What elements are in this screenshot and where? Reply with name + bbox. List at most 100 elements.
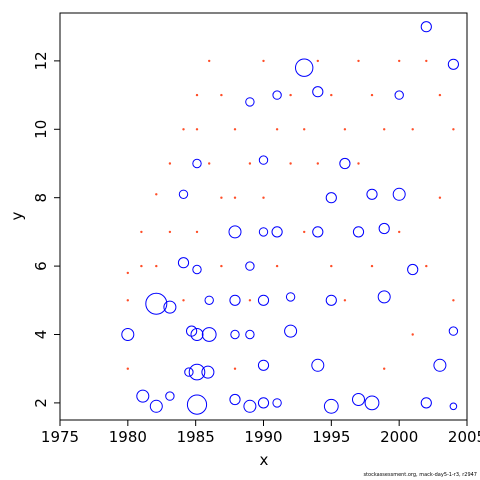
positive-residual-point (312, 86, 324, 98)
positive-residual-point (228, 225, 242, 239)
source-note: stockassessment.org, mack-day5-1-r3, r29… (363, 472, 477, 478)
positive-residual-point (271, 226, 283, 238)
negative-residual-point (343, 299, 347, 302)
y-tick-label: 8 (32, 193, 50, 203)
negative-residual-point (303, 230, 306, 234)
negative-residual-point (316, 59, 319, 63)
negative-residual-point (398, 230, 401, 234)
positive-residual-point (257, 359, 270, 371)
plot-frame (59, 12, 468, 421)
positive-residual-point (449, 402, 458, 411)
positive-residual-point (229, 393, 241, 406)
negative-residual-point (262, 196, 265, 199)
negative-residual-point (248, 162, 252, 165)
positive-residual-point (245, 261, 255, 271)
positive-residual-point (145, 292, 168, 315)
negative-residual-point (438, 196, 442, 199)
positive-residual-point (433, 358, 447, 372)
positive-residual-point (311, 358, 325, 372)
negative-residual-point (370, 93, 374, 97)
negative-residual-point (425, 59, 428, 63)
negative-residual-point (233, 367, 237, 370)
positive-residual-point (420, 21, 432, 33)
negative-residual-point (195, 230, 199, 234)
negative-residual-point (425, 264, 428, 268)
positive-residual-point (325, 192, 337, 204)
negative-residual-point (155, 264, 158, 268)
negative-residual-point (155, 193, 158, 196)
positive-residual-point (364, 395, 380, 411)
positive-residual-point (323, 398, 339, 414)
x-axis: 1975 1980 1985 1990 1995 2000 2005 (41, 420, 480, 446)
negative-residual-point (438, 93, 442, 97)
positive-residual-point (312, 226, 324, 238)
negative-residual-point (275, 264, 279, 268)
positive-residual-point (448, 326, 459, 336)
positive-residual-point (204, 295, 214, 305)
x-tick-label: 2005 (448, 428, 480, 446)
positive-residual-point (339, 157, 351, 170)
negative-residual-point (330, 264, 333, 268)
positive-residual-point (272, 398, 282, 408)
y-axis: 2 4 6 8 10 12 (32, 51, 60, 408)
negative-residual-point (168, 162, 172, 165)
positive-residual-point (258, 155, 269, 165)
positive-residual-point (201, 365, 215, 379)
negative-residual-point (182, 299, 185, 302)
negative-residual-point (126, 299, 129, 302)
positive-residual-point (447, 58, 459, 70)
positive-residual-point (245, 329, 255, 340)
positive-residual-point (272, 90, 282, 100)
negative-residual-point (357, 162, 360, 165)
y-tick-label: 6 (32, 261, 50, 271)
negative-residual-point (233, 128, 237, 131)
positive-residual-point (201, 327, 217, 342)
negative-residual-point (126, 271, 129, 275)
negative-residual-point (398, 59, 401, 63)
negative-residual-point (383, 128, 386, 131)
negative-residual-point (383, 367, 386, 370)
positive-residual-point (149, 399, 163, 413)
positive-residual-point (352, 393, 365, 406)
negative-residual-point (208, 59, 211, 63)
negative-residual-point (168, 230, 172, 234)
negative-residual-point (289, 162, 292, 165)
negative-residual-point (126, 367, 129, 370)
negative-residual-point (195, 128, 199, 131)
negative-residual-point (195, 93, 199, 97)
negative-residual-point (357, 59, 360, 63)
positive-residual-point (186, 394, 208, 415)
positive-residual-point (378, 222, 390, 235)
positive-residual-point (165, 391, 175, 401)
positive-residual-point (184, 367, 194, 377)
positive-residual-point (192, 264, 202, 275)
positive-residual-point (178, 189, 189, 200)
positive-residual-point (366, 188, 378, 200)
positive-residual-point (407, 263, 419, 276)
positive-residual-point (295, 58, 314, 77)
negative-residual-point (140, 264, 143, 268)
y-tick-label: 10 (32, 120, 50, 139)
negative-residual-point (220, 264, 223, 268)
negative-residual-point (233, 196, 237, 199)
positive-residual-point (230, 329, 240, 340)
positive-residual-point (394, 90, 404, 100)
negative-residual-point (289, 93, 292, 97)
positive-residual-point (284, 324, 298, 338)
positive-residual-point (192, 158, 202, 169)
positive-residual-point (177, 257, 190, 269)
positive-residual-point (188, 363, 206, 381)
x-tick-label: 1985 (177, 428, 215, 446)
negative-residual-point (248, 299, 252, 302)
positive-residual-point (121, 328, 135, 341)
negative-residual-point (330, 93, 333, 97)
positive-residual-point (257, 397, 270, 409)
y-tick-label: 2 (32, 398, 50, 408)
negative-residual-point (343, 128, 347, 131)
positive-residual-point (377, 290, 391, 304)
negative-residual-point (370, 264, 374, 268)
positive-residual-point (190, 328, 204, 341)
positive-residual-point (420, 397, 432, 409)
positive-residual-point (136, 389, 150, 403)
